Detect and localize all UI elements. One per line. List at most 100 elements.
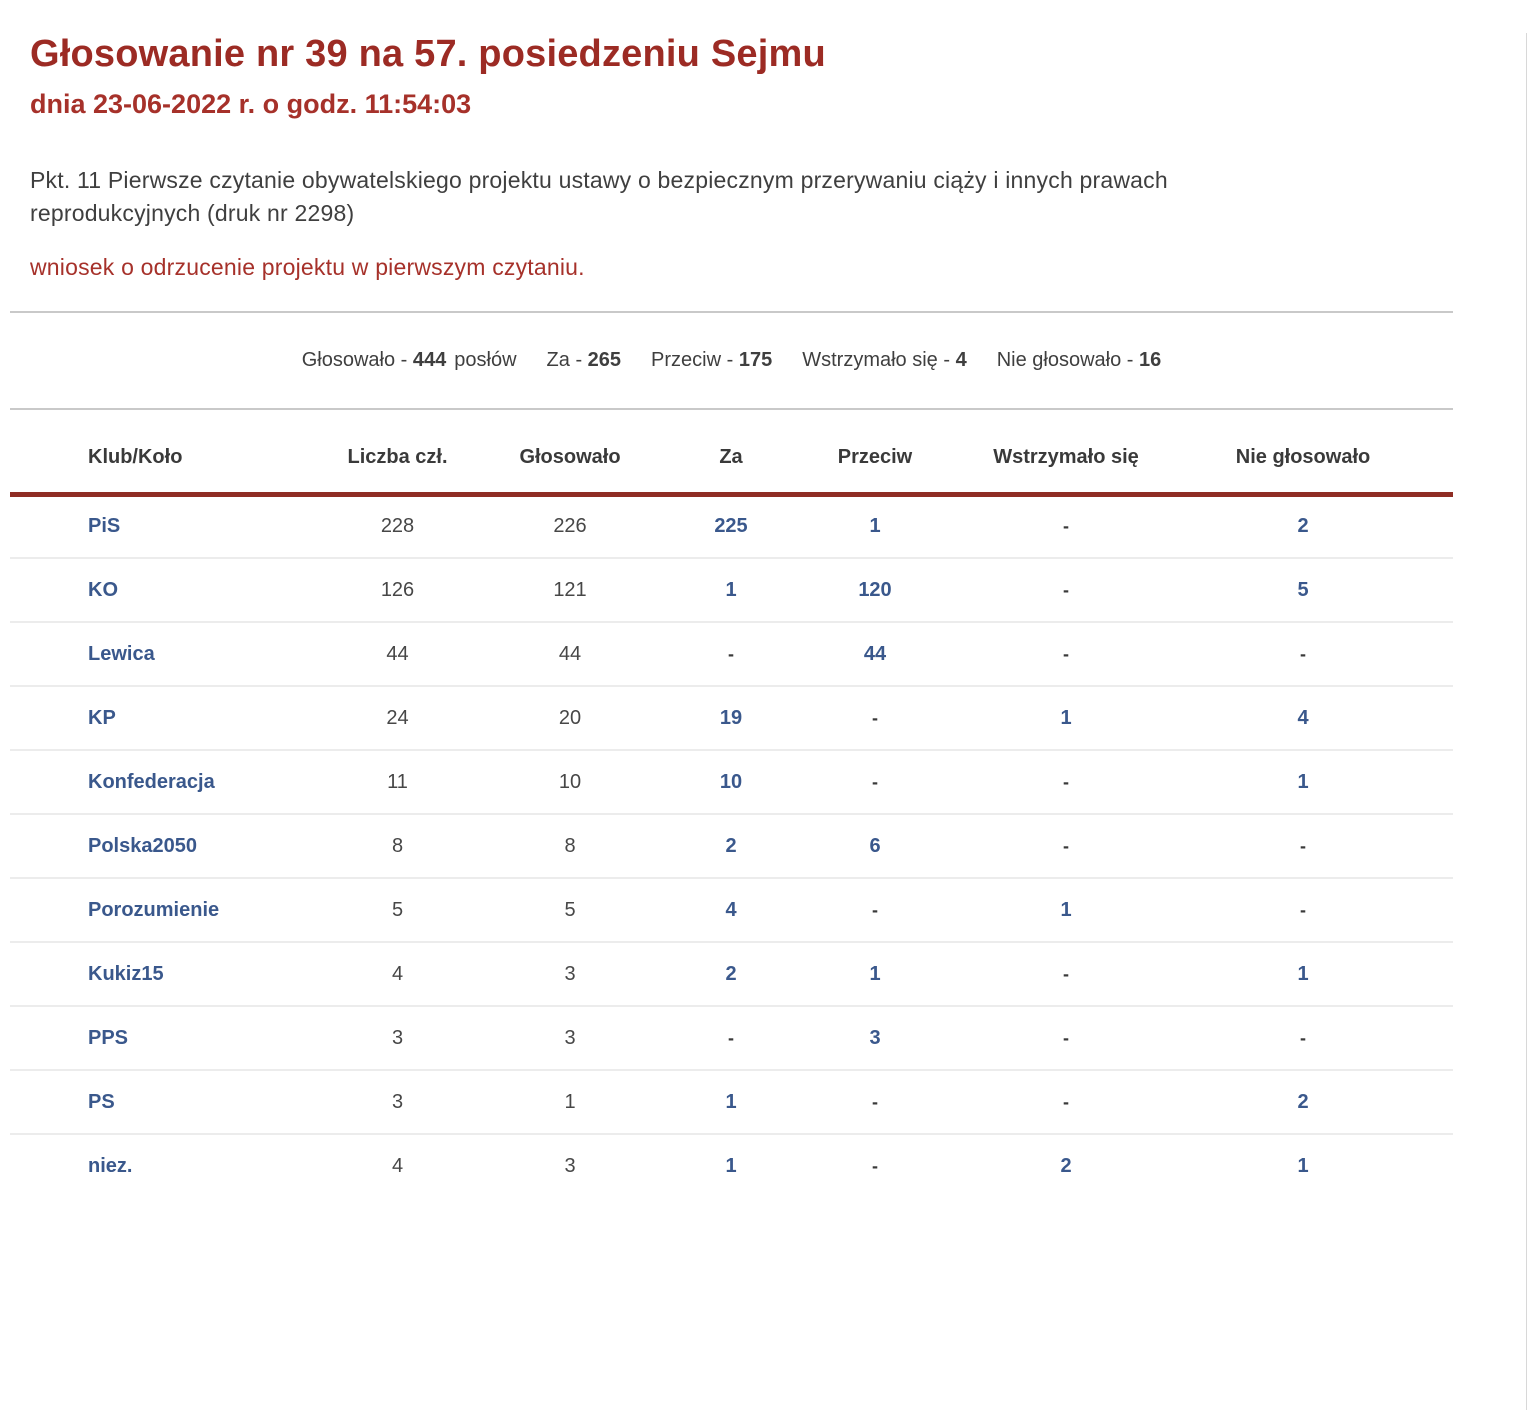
for-cell: 2 — [655, 942, 807, 1007]
club-link[interactable]: PPS — [10, 1006, 310, 1071]
page: Głosowanie nr 39 na 57. posiedzeniu Sejm… — [0, 33, 1527, 1410]
table-row: Lewica 44 44 - 44 - - — [10, 622, 1453, 687]
for-cell: 1 — [725, 1155, 737, 1177]
voted-cell: 3 — [485, 1006, 655, 1071]
divider — [10, 311, 1453, 313]
summary-against: Przeciw - 175 — [651, 349, 773, 371]
voted-cell: 8 — [485, 814, 655, 879]
abstained-cell: - — [943, 942, 1189, 1007]
abstained-cell: - — [943, 750, 1189, 815]
for-cell: 2 — [655, 814, 807, 879]
for-cell: - — [655, 622, 807, 687]
summary-abstained: Wstrzymało się - 4 — [802, 349, 967, 371]
club-link[interactable]: Kukiz15 — [10, 942, 310, 1007]
col-header-wstrzymalo-sie: Wstrzymało się — [943, 410, 1189, 497]
abstained-cell: 1 — [943, 686, 1189, 751]
col-header-nie-glosowalo: Nie głosowało — [1189, 410, 1453, 497]
not-voted-cell: 1 — [1189, 750, 1453, 815]
club-link[interactable]: Porozumienie — [10, 878, 310, 943]
voted-cell: 3 — [564, 1155, 576, 1177]
voted-cell: 3 — [485, 942, 655, 1007]
for-cell: 10 — [655, 750, 807, 815]
table-row: PS 3 1 1 - - 2 — [10, 1070, 1453, 1135]
table-row: PPS 3 3 - 3 - - — [10, 1006, 1453, 1071]
club-link[interactable]: KO — [10, 558, 310, 623]
against-cell: - — [807, 750, 943, 815]
members-cell: 5 — [310, 878, 485, 943]
for-cell: - — [655, 1006, 807, 1071]
not-voted-cell: 2 — [1189, 494, 1453, 559]
agenda-item-description: Pkt. 11 Pierwsze czytanie obywatelskiego… — [30, 167, 1168, 226]
not-voted-cell: - — [1189, 814, 1453, 879]
voted-cell: 44 — [485, 622, 655, 687]
for-cell: 1 — [655, 558, 807, 623]
for-cell: 19 — [655, 686, 807, 751]
against-cell: 44 — [807, 622, 943, 687]
not-voted-cell: 4 — [1189, 686, 1453, 751]
members-cell: 24 — [310, 686, 485, 751]
abstained-cell: 1 — [943, 878, 1189, 943]
table-header-row: Klub/Koło Liczba czł. Głosowało Za Przec… — [10, 410, 1453, 497]
not-voted-cell: - — [1189, 1006, 1453, 1071]
club-link[interactable]: PS — [10, 1070, 310, 1135]
against-cell: - — [807, 686, 943, 751]
divider — [10, 408, 1453, 410]
abstained-cell: - — [943, 558, 1189, 623]
for-cell: 4 — [655, 878, 807, 943]
members-cell: 228 — [310, 494, 485, 559]
not-voted-cell: 1 — [1189, 942, 1453, 1007]
vote-table-body: PiS 228 226 225 1 - 2 KO 126 121 1 120 -… — [10, 494, 1453, 1198]
col-header-za: Za — [655, 410, 807, 497]
abstained-cell: - — [943, 814, 1189, 879]
voted-cell: 10 — [485, 750, 655, 815]
not-voted-cell: 5 — [1189, 558, 1453, 623]
not-voted-cell: 2 — [1189, 1070, 1453, 1135]
vote-results-table: Klub/Koło Liczba czł. Głosowało Za Przec… — [10, 410, 1453, 1198]
table-row: KP 24 20 19 - 1 4 — [10, 686, 1453, 751]
voted-cell: 1 — [485, 1070, 655, 1135]
vote-datetime: dnia 23-06-2022 r. o godz. 11:54:03 — [30, 89, 472, 119]
abstained-cell: 2 — [1060, 1155, 1072, 1177]
motion-text: wniosek o odrzucenie projektu w pierwszy… — [30, 254, 585, 280]
abstained-cell: - — [943, 1070, 1189, 1135]
voted-cell: 226 — [485, 494, 655, 559]
members-cell: 3 — [310, 1070, 485, 1135]
table-row: niez. 4 3 1 - 2 1 — [10, 1134, 1453, 1198]
voted-cell: 5 — [485, 878, 655, 943]
club-link[interactable]: PiS — [10, 494, 310, 559]
page-title: Głosowanie nr 39 na 57. posiedzeniu Sejm… — [30, 33, 826, 75]
not-voted-cell: 1 — [1297, 1155, 1309, 1177]
col-header-klub-kolo: Klub/Koło — [10, 410, 310, 497]
against-cell: 6 — [807, 814, 943, 879]
col-header-glosowalo: Głosowało — [485, 410, 655, 497]
members-cell: 4 — [310, 942, 485, 1007]
table-row: Kukiz15 4 3 2 1 - 1 — [10, 942, 1453, 1007]
against-cell: 3 — [807, 1006, 943, 1071]
summary-for: Za - 265 — [546, 349, 622, 371]
club-link[interactable]: niez. — [88, 1155, 133, 1177]
table-row: Polska2050 8 8 2 6 - - — [10, 814, 1453, 879]
voted-cell: 20 — [485, 686, 655, 751]
table-row: Konfederacja 11 10 10 - - 1 — [10, 750, 1453, 815]
club-link[interactable]: Polska2050 — [10, 814, 310, 879]
summary-bar: Głosowało - 444 posłów Za - 265 Przeciw -… — [10, 313, 1453, 408]
col-header-przeciw: Przeciw — [807, 410, 943, 497]
not-voted-cell: - — [1189, 878, 1453, 943]
against-cell: - — [807, 1070, 943, 1135]
against-cell: - — [872, 1156, 878, 1176]
table-row: Porozumienie 5 5 4 - 1 - — [10, 878, 1453, 943]
abstained-cell: - — [943, 622, 1189, 687]
members-cell: 8 — [310, 814, 485, 879]
club-link[interactable]: Lewica — [10, 622, 310, 687]
for-cell: 1 — [655, 1070, 807, 1135]
members-cell: 126 — [310, 558, 485, 623]
col-header-liczba-czl: Liczba czł. — [310, 410, 485, 497]
against-cell: 1 — [807, 494, 943, 559]
against-cell: - — [807, 878, 943, 943]
abstained-cell: - — [943, 1006, 1189, 1071]
club-link[interactable]: Konfederacja — [10, 750, 310, 815]
for-cell: 225 — [655, 494, 807, 559]
summary-not-voted: Nie głosowało - 16 — [996, 349, 1162, 371]
table-row: PiS 228 226 225 1 - 2 — [10, 494, 1453, 559]
club-link[interactable]: KP — [10, 686, 310, 751]
